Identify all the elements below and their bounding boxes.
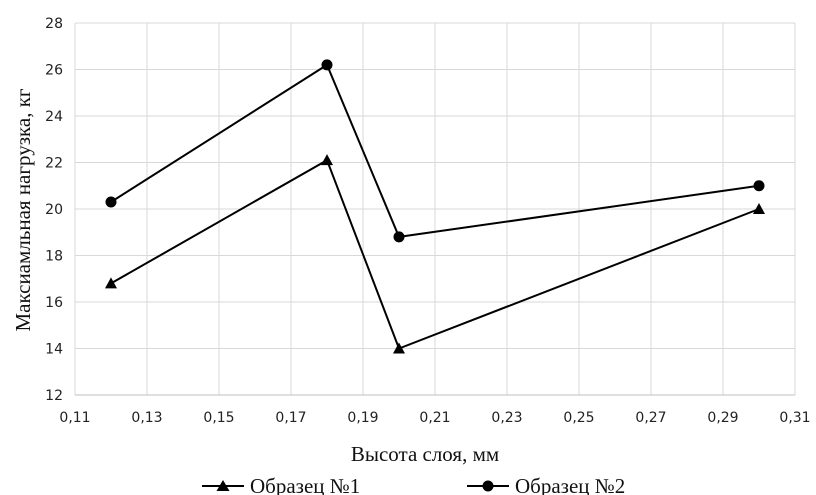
x-tick-label: 0,31 <box>779 410 810 426</box>
y-tick-label: 14 <box>45 342 63 358</box>
y-tick-label: 16 <box>45 295 63 311</box>
series-group <box>105 59 765 354</box>
x-tick-label: 0,15 <box>203 410 234 426</box>
y-tick-label: 28 <box>45 16 63 32</box>
y-tick-label: 18 <box>45 249 63 265</box>
x-tick-label: 0,13 <box>131 410 162 426</box>
x-tick-label: 0,23 <box>491 410 522 426</box>
series-line <box>110 63 760 238</box>
legend-marker-series-2 <box>482 480 494 492</box>
x-tick-label: 0,27 <box>635 410 666 426</box>
x-axis-title: Высота слоя, мм <box>351 442 499 466</box>
x-tick-label: 0,25 <box>563 410 594 426</box>
y-tick-label: 24 <box>45 109 63 125</box>
x-tick-label: 0,21 <box>419 410 450 426</box>
grid <box>74 22 796 396</box>
data-point <box>753 203 765 214</box>
legend-marker-series-1 <box>216 480 230 491</box>
data-point <box>393 231 405 243</box>
series-2 <box>105 59 765 243</box>
y-tick-label: 12 <box>45 388 63 404</box>
data-point <box>321 154 333 166</box>
legend-label-series-1: Образец №1 <box>250 474 360 495</box>
x-tick-label: 0,11 <box>59 410 90 426</box>
series-line <box>110 158 760 350</box>
y-tick-label: 26 <box>45 63 63 79</box>
legend-item-series-1: Образец №1 <box>202 474 360 495</box>
data-point <box>105 277 117 289</box>
legend-label-series-2: Образец №2 <box>515 474 625 495</box>
legend-item-series-2: Образец №2 <box>467 474 625 495</box>
y-tick-label: 20 <box>45 202 63 218</box>
y-tick-label: 22 <box>45 156 63 172</box>
x-tick-label: 0,19 <box>347 410 378 426</box>
y-axis-title: Максиамльная нагрузка, кг <box>11 88 35 331</box>
axes: 12 14 16 18 20 22 24 26 28 0,11 0,13 0,15 0,17 0,19 0,… <box>45 16 810 426</box>
series-1 <box>105 154 765 354</box>
data-point <box>321 59 333 71</box>
x-tick-label: 0,29 <box>707 410 738 426</box>
data-point <box>753 180 765 192</box>
x-tick-label: 0,17 <box>275 410 306 426</box>
data-point <box>393 342 405 354</box>
legend: Образец №1 Образец №2 <box>202 474 625 495</box>
data-point <box>105 196 117 208</box>
